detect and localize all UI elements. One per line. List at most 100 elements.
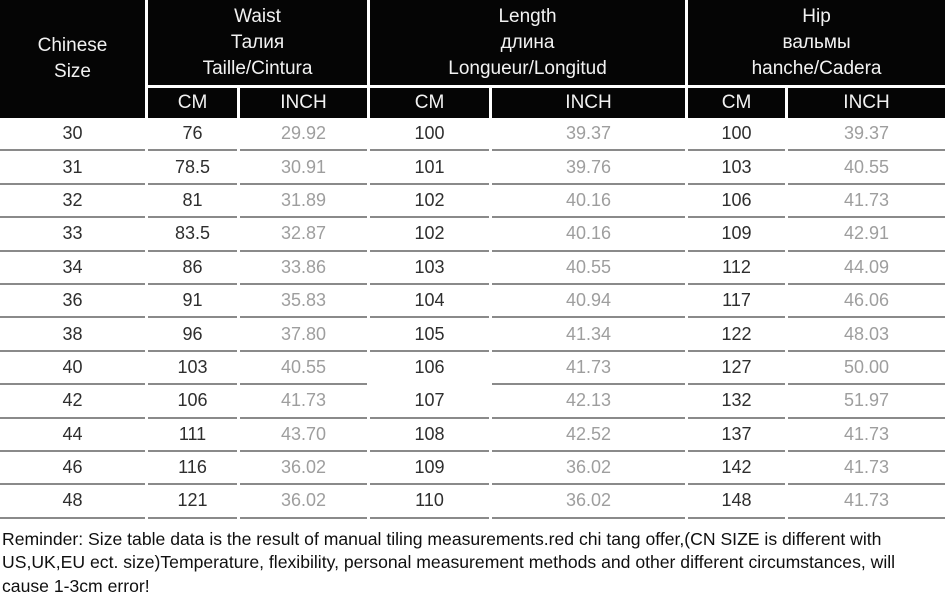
cell-hip-inch: 41.73 [788, 184, 946, 219]
cell-length-cm: 108 [370, 418, 490, 452]
header-hip-cm: CM [688, 88, 786, 118]
cell-hip-cm: 148 [688, 485, 786, 519]
cell-waist-inch: 29.92 [240, 118, 368, 152]
cell-size: 48 [0, 485, 145, 519]
cell-length-inch: 41.34 [492, 318, 686, 352]
cell-hip-inch: 40.55 [788, 151, 946, 185]
cell-size: 46 [0, 451, 145, 486]
cell-hip-cm: 117 [688, 284, 786, 319]
header-row-sections: Chinese Size Waist Талия Taille/Cintura … [0, 0, 946, 118]
cell-waist-cm: 86 [148, 251, 237, 285]
cell-hip-cm: 132 [688, 385, 786, 419]
cell-length-cm: 100 [370, 118, 490, 152]
cell-waist-cm: 83.5 [148, 218, 237, 252]
cell-waist-cm: 76 [148, 118, 237, 152]
table-row: 42 106 41.73 107 42.13 132 51.97 [0, 385, 946, 419]
table-row: 44 111 43.70 108 42.52 137 41.73 [0, 418, 946, 452]
cell-waist-inch: 37.80 [240, 318, 368, 352]
cell-hip-cm: 122 [688, 318, 786, 352]
table-row: 48 121 36.02 110 36.02 148 41.73 [0, 485, 946, 519]
cell-length-cm: 107 [370, 385, 490, 419]
cell-size: 34 [0, 251, 145, 285]
cell-hip-inch: 41.73 [788, 418, 946, 452]
cell-length-inch: 40.55 [492, 251, 686, 285]
cell-length-cm: 109 [370, 451, 490, 486]
cell-size: 40 [0, 351, 145, 386]
cell-length-cm: 103 [370, 251, 490, 285]
cell-waist-inch: 31.89 [240, 184, 368, 219]
header-waist-fr-es: Taille/Cintura [202, 57, 313, 79]
cell-waist-cm: 121 [148, 485, 237, 519]
cell-hip-cm: 142 [688, 451, 786, 486]
cell-length-inch: 41.73 [492, 351, 686, 386]
header-chinese-size-line2: Size [54, 61, 91, 82]
cell-hip-inch: 48.03 [788, 318, 946, 352]
cell-hip-inch: 50.00 [788, 351, 946, 386]
cell-length-inch: 40.16 [492, 218, 686, 252]
cell-size: 36 [0, 284, 145, 319]
cell-hip-inch: 42.91 [788, 218, 946, 252]
cell-length-inch: 39.37 [492, 118, 686, 152]
header-hip-en: Hip [802, 5, 831, 27]
cell-size: 32 [0, 184, 145, 219]
header-length: Length длина Longueur/Longitud [370, 0, 686, 88]
cell-hip-cm: 137 [688, 418, 786, 452]
cell-hip-cm: 109 [688, 218, 786, 252]
cell-waist-cm: 103 [148, 351, 237, 386]
cell-length-inch: 40.94 [492, 284, 686, 319]
cell-length-cm: 102 [370, 184, 490, 219]
cell-length-inch: 36.02 [492, 485, 686, 519]
cell-hip-cm: 100 [688, 118, 786, 152]
cell-waist-inch: 41.73 [240, 385, 368, 419]
header-waist: Waist Талия Taille/Cintura [148, 0, 368, 88]
header-waist-inch: INCH [240, 88, 368, 118]
cell-waist-cm: 81 [148, 184, 237, 219]
cell-waist-cm: 111 [148, 418, 237, 452]
table-row: 33 83.5 32.87 102 40.16 109 42.91 [0, 218, 946, 252]
cell-waist-inch: 40.55 [240, 351, 368, 386]
header-chinese-size: Chinese Size [0, 0, 145, 118]
cell-waist-cm: 106 [148, 385, 237, 419]
cell-length-cm: 105 [370, 318, 490, 352]
header-row-units: CM INCH CM INCH CM INCH [0, 88, 946, 118]
table-row: 32 81 31.89 102 40.16 106 41.73 [0, 184, 946, 219]
cell-length-cm: 102 [370, 218, 490, 252]
table-row: 34 86 33.86 103 40.55 112 44.09 [0, 251, 946, 285]
size-table: Chinese Size Waist Талия Taille/Cintura … [0, 0, 946, 519]
cell-waist-inch: 30.91 [240, 151, 368, 185]
cell-hip-cm: 106 [688, 184, 786, 219]
cell-hip-cm: 112 [688, 251, 786, 285]
cell-length-inch: 42.13 [492, 385, 686, 419]
cell-size: 33 [0, 218, 145, 252]
table-row: 38 96 37.80 105 41.34 122 48.03 [0, 318, 946, 352]
cell-length-cm: 106 [370, 351, 490, 386]
header-length-fr-es: Longueur/Longitud [448, 57, 607, 79]
cell-waist-inch: 36.02 [240, 451, 368, 486]
header-waist-cm: CM [148, 88, 237, 118]
cell-waist-inch: 35.83 [240, 284, 368, 319]
header-hip-inch: INCH [788, 88, 946, 118]
cell-length-inch: 42.52 [492, 418, 686, 452]
cell-waist-cm: 116 [148, 451, 237, 486]
header-hip-ru: вальмы [782, 31, 851, 53]
header-hip: Hip вальмы hanche/Cadera [688, 0, 946, 88]
cell-size: 42 [0, 385, 145, 419]
cell-length-inch: 36.02 [492, 451, 686, 486]
header-hip-fr-es: hanche/Cadera [751, 57, 882, 79]
cell-hip-inch: 39.37 [788, 118, 946, 152]
cell-size: 44 [0, 418, 145, 452]
cell-waist-inch: 43.70 [240, 418, 368, 452]
table-row: 36 91 35.83 104 40.94 117 46.06 [0, 284, 946, 319]
cell-hip-inch: 41.73 [788, 485, 946, 519]
cell-waist-inch: 33.86 [240, 251, 368, 285]
cell-hip-inch: 51.97 [788, 385, 946, 419]
cell-hip-cm: 103 [688, 151, 786, 185]
cell-waist-inch: 32.87 [240, 218, 368, 252]
cell-waist-cm: 78.5 [148, 151, 237, 185]
reminder-text: Reminder: Size table data is the result … [2, 528, 896, 596]
header-length-en: Length [498, 5, 557, 27]
header-waist-ru: Талия [230, 31, 285, 53]
cell-hip-inch: 46.06 [788, 284, 946, 319]
header-waist-en: Waist [234, 5, 281, 27]
